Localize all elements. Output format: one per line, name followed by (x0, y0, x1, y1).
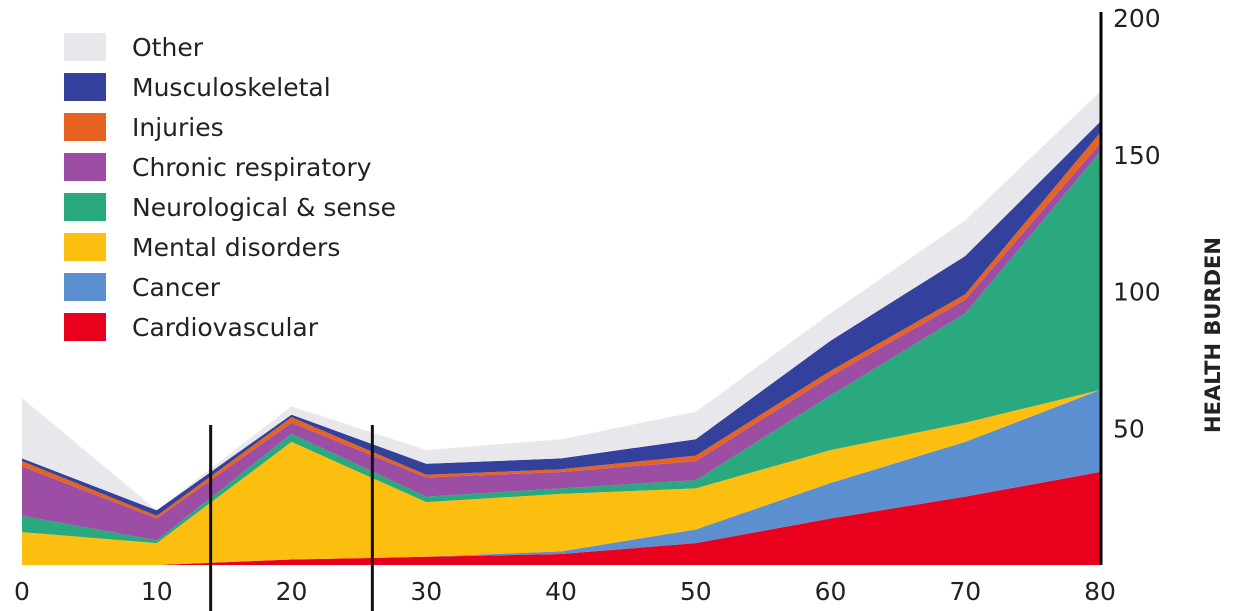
legend-item-injuries: Injuries (64, 113, 224, 142)
legend-swatch (64, 273, 106, 301)
legend-label: Other (132, 33, 204, 62)
legend-swatch (64, 193, 106, 221)
legend-swatch (64, 313, 106, 341)
area-musculoskeletal (22, 121, 1100, 516)
legend-item-chronic-respiratory: Chronic respiratory (64, 153, 372, 182)
legend-swatch (64, 33, 106, 61)
area-mental-disorders (22, 389, 1100, 565)
legend-item-neurological-and-sense: Neurological & sense (64, 193, 396, 222)
legend-swatch (64, 233, 106, 261)
x-tick-label: 70 (949, 577, 981, 606)
x-tick-label: 30 (410, 577, 442, 606)
legend-label: Cardiovascular (132, 313, 319, 342)
y-tick-label: 200 (1113, 4, 1161, 33)
legend-swatch (64, 73, 106, 101)
legend-label: Chronic respiratory (132, 153, 372, 182)
legend-item-musculoskeletal: Musculoskeletal (64, 73, 331, 102)
y-tick-label: 100 (1113, 278, 1161, 307)
area-other (22, 91, 1100, 511)
legend-label: Mental disorders (132, 233, 340, 262)
x-tick-label: 50 (680, 577, 712, 606)
area-injuries (22, 132, 1100, 519)
legend-item-cancer: Cancer (64, 273, 221, 302)
legend-label: Musculoskeletal (132, 73, 331, 102)
legend-swatch (64, 113, 106, 141)
area-cancer (22, 389, 1100, 565)
stacked-areas (22, 91, 1100, 565)
x-tick-label: 20 (276, 577, 308, 606)
x-tick-label: 60 (815, 577, 847, 606)
y-tick-label: 50 (1113, 414, 1145, 443)
x-tick-label: 40 (545, 577, 577, 606)
legend-item-cardiovascular: Cardiovascular (64, 313, 319, 342)
legend-item-mental-disorders: Mental disorders (64, 233, 340, 262)
x-tick-label: 80 (1084, 577, 1116, 606)
legend-label: Cancer (132, 273, 221, 302)
y-axis-ticks: 50 100 150 200 (1113, 4, 1161, 443)
legend-swatch (64, 153, 106, 181)
x-axis-ticks: 0 10 20 30 40 50 60 70 80 (14, 577, 1116, 606)
area-cardiovascular (22, 472, 1100, 565)
legend-label: Neurological & sense (132, 193, 396, 222)
y-axis-title: HEALTH BURDEN (1201, 237, 1225, 433)
y-tick-label: 150 (1113, 141, 1161, 170)
vertical-markers (209, 425, 374, 611)
area-neurological-and-sense (22, 152, 1100, 544)
x-tick-label: 0 (14, 577, 30, 606)
legend-item-other: Other (64, 33, 204, 62)
x-tick-label: 10 (141, 577, 173, 606)
legend: Other Musculoskeletal Injuries Chronic resp… (64, 33, 396, 342)
legend-label: Injuries (132, 113, 224, 142)
